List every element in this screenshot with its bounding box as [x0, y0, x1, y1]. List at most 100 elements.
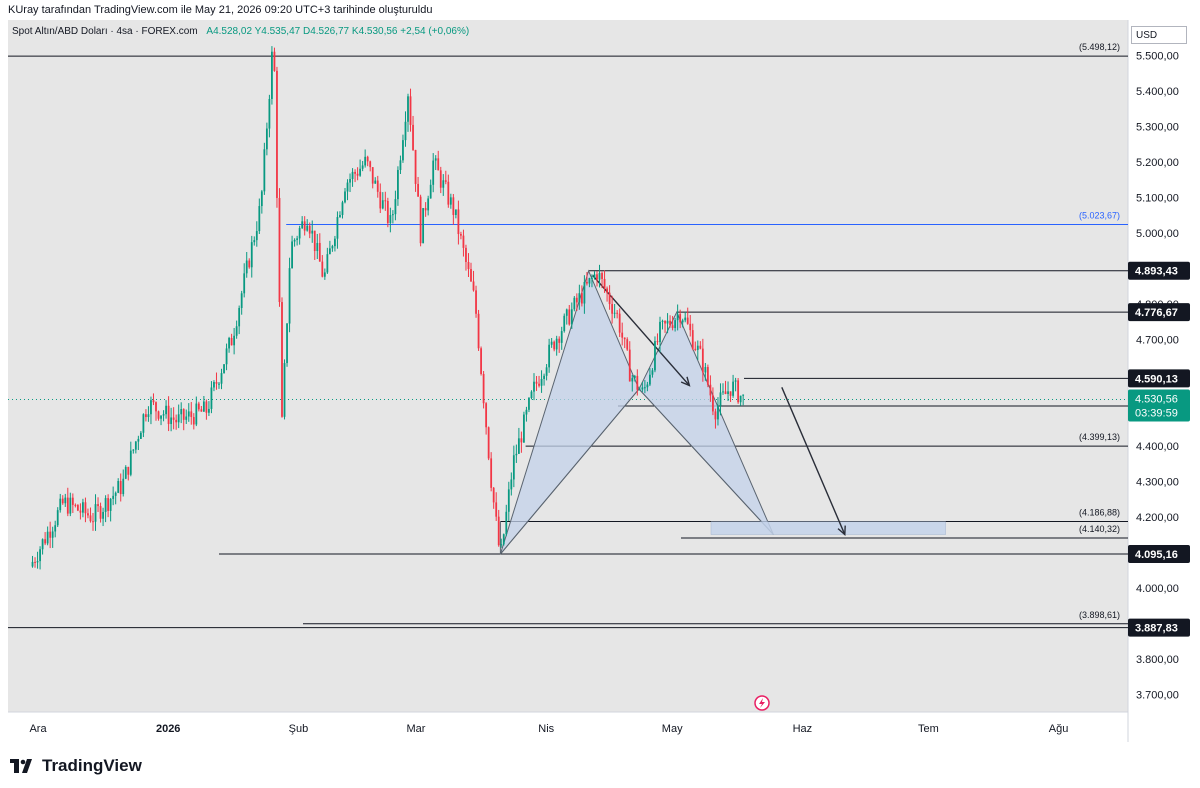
candle-body	[434, 158, 437, 161]
time-tick-label: 2026	[156, 723, 180, 735]
candle-body	[500, 544, 503, 546]
candle-body	[107, 498, 110, 511]
chart-container[interactable]: (5.498,12) (5.023,67) (4.399,13) (4.186,88)…	[0, 20, 1200, 742]
candle-body	[195, 403, 198, 425]
level-badge[interactable]	[1128, 369, 1190, 388]
candle-body	[61, 498, 64, 504]
candle-body	[366, 156, 369, 162]
level-badge[interactable]	[1128, 545, 1190, 564]
candle-body	[79, 510, 82, 513]
candle-body	[681, 320, 684, 323]
current-price-label: 4.530,56	[1135, 394, 1178, 406]
candle-body	[530, 391, 533, 399]
candle-body	[419, 196, 422, 244]
candle-body	[49, 531, 52, 538]
candle-body	[636, 375, 639, 390]
candle-body	[626, 339, 629, 350]
candle-body	[71, 497, 74, 505]
level-label: (5.498,12)	[1079, 42, 1120, 52]
candle-body	[696, 345, 699, 350]
price-chart[interactable]: (5.498,12) (5.023,67) (4.399,13) (4.186,88)…	[0, 20, 1200, 742]
candle-body	[399, 160, 402, 170]
candle-body	[268, 98, 271, 129]
symbol-name: Spot Altın/ABD Doları · 4sa · FOREX.com	[12, 26, 198, 37]
currency-selector[interactable]: USD	[1131, 26, 1187, 44]
current-price-badge[interactable]	[1128, 389, 1190, 422]
candle-body	[104, 498, 107, 512]
candle-body	[36, 561, 39, 563]
replay-icon[interactable]	[754, 695, 770, 711]
level-badge[interactable]	[1128, 303, 1190, 322]
candle-body	[51, 531, 54, 538]
candle-body	[200, 409, 203, 412]
candle-body	[598, 273, 601, 280]
candle-body	[407, 96, 409, 122]
candle-body	[495, 502, 498, 517]
candle-body	[54, 525, 57, 532]
candle-body	[283, 363, 286, 417]
candle-body	[238, 308, 241, 327]
candle-body	[308, 225, 311, 234]
candle-body	[286, 323, 288, 364]
candle-body	[376, 180, 379, 192]
candle-body	[139, 432, 142, 439]
candle-body	[89, 515, 92, 522]
candle-body	[528, 398, 530, 410]
candle-body	[404, 121, 407, 141]
arrow-down-2[interactable]	[781, 387, 846, 535]
price-tick-label: 5.200,00	[1136, 157, 1179, 169]
candle-body	[278, 197, 281, 303]
candle-body	[233, 335, 236, 346]
candle-body	[69, 497, 72, 514]
candle-body	[671, 325, 674, 329]
candle-body	[691, 330, 694, 349]
candle-body	[583, 281, 586, 304]
candle-body	[288, 268, 291, 324]
candle-body	[543, 375, 545, 379]
candle-body	[465, 247, 467, 262]
candle-body	[492, 487, 495, 503]
candle-body	[210, 387, 213, 409]
level-badge[interactable]	[1128, 618, 1190, 637]
time-tick-label: Ara	[29, 723, 47, 735]
candle-body	[676, 314, 679, 321]
candle-body	[243, 273, 246, 294]
candle-body	[46, 531, 49, 544]
candle-body	[34, 561, 36, 563]
time-axis-background	[8, 712, 1192, 742]
candle-body	[568, 309, 571, 325]
level-badge[interactable]	[1128, 261, 1190, 280]
candle-body	[253, 240, 256, 243]
candle-body	[94, 504, 97, 522]
candle-body	[548, 344, 551, 368]
price-tick-label: 4.700,00	[1136, 334, 1179, 346]
target-zone[interactable]	[710, 521, 946, 535]
candle-body	[127, 466, 130, 475]
time-tick-label: Mar	[407, 723, 426, 735]
candle-body	[454, 209, 457, 215]
candle-body	[523, 414, 525, 443]
candle-body	[633, 375, 636, 379]
candle-body	[346, 182, 349, 192]
candle-body	[694, 348, 697, 350]
candle-body	[248, 260, 251, 268]
candle-body	[709, 384, 712, 396]
candle-body	[265, 128, 268, 150]
candle-body	[263, 149, 266, 192]
candle-body	[402, 140, 404, 161]
candle-body	[601, 273, 603, 279]
candle-body	[328, 248, 331, 255]
candle-body	[717, 405, 719, 420]
candle-body	[313, 230, 316, 252]
candle-body	[638, 389, 641, 391]
candle-body	[701, 348, 704, 373]
candle-body	[535, 381, 538, 384]
candle-body	[354, 171, 356, 174]
candle-body	[381, 200, 384, 209]
candle-body	[724, 391, 727, 395]
candle-body	[301, 221, 304, 229]
candle-body	[109, 498, 112, 511]
candle-body	[497, 516, 500, 546]
candle-body	[271, 51, 273, 99]
candle-body	[298, 228, 301, 239]
